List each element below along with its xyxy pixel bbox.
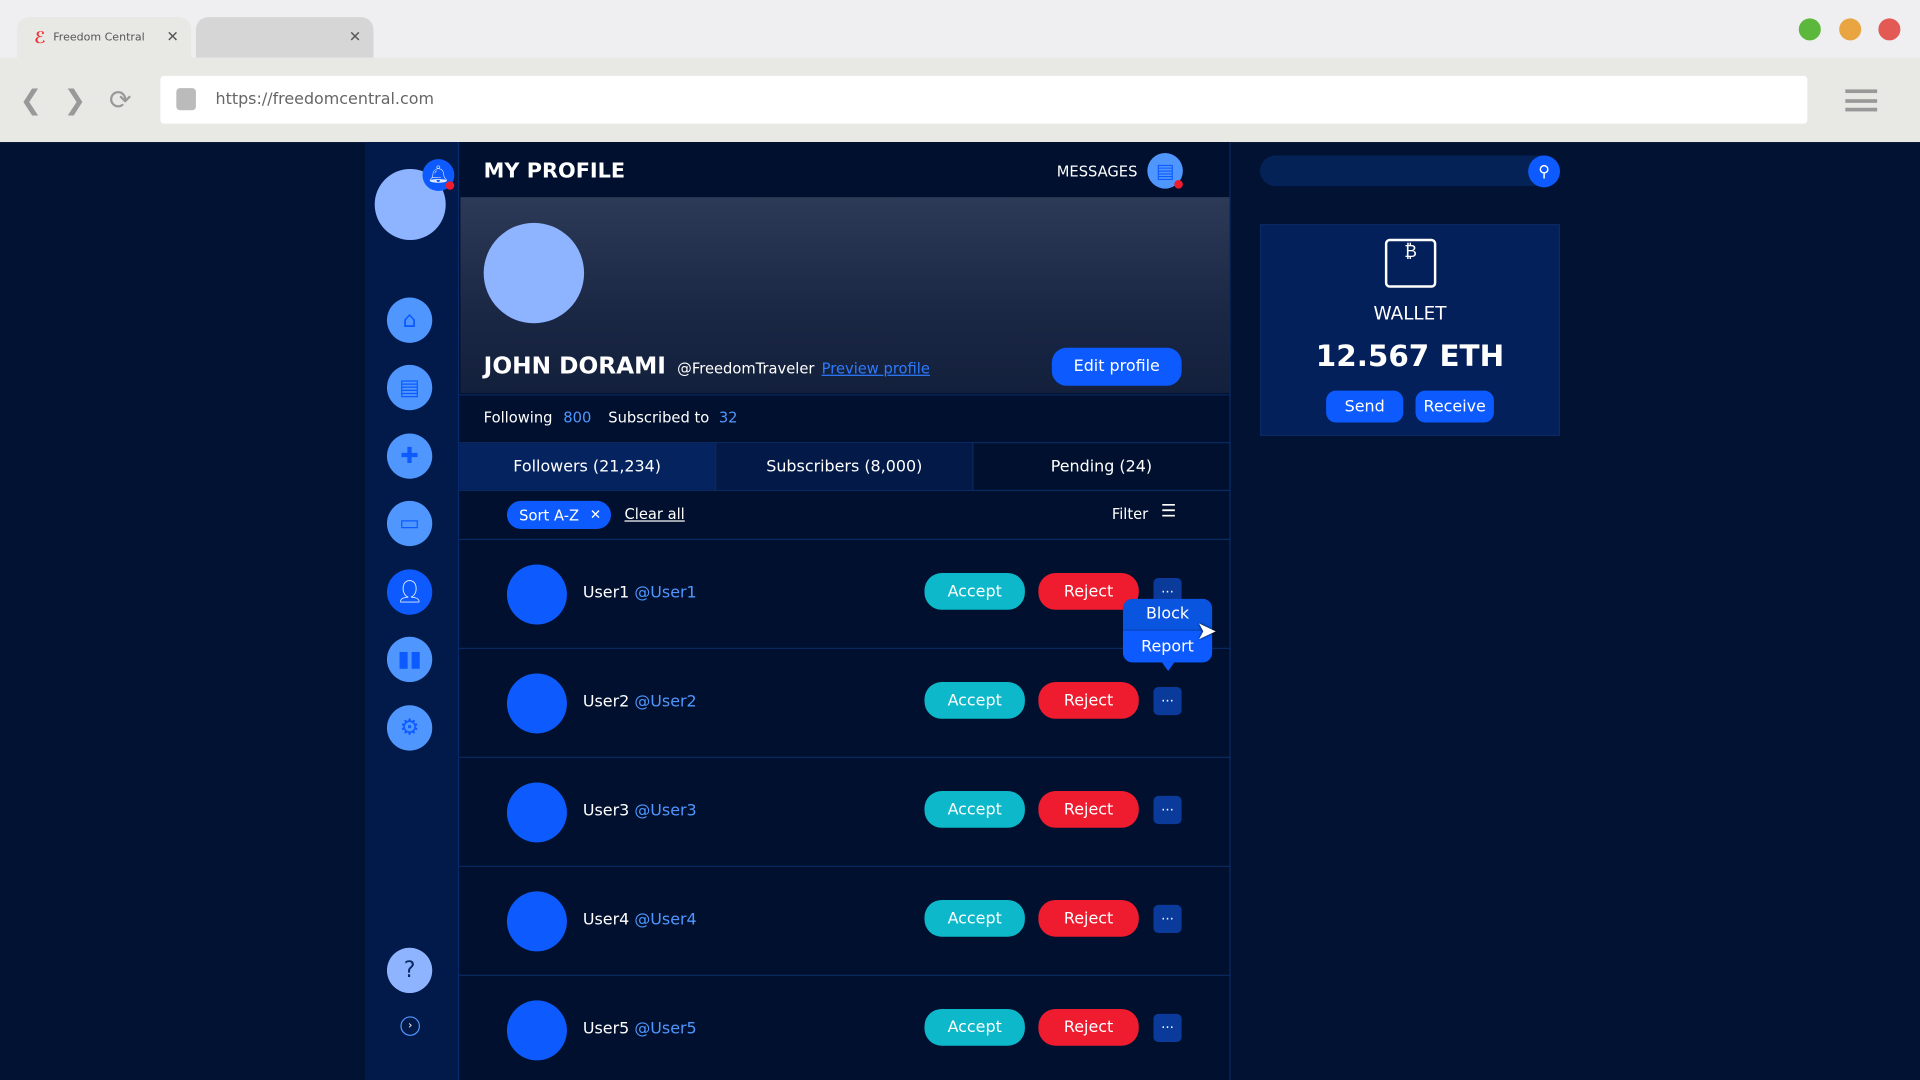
profile-icon[interactable]: 👤︎: [386, 569, 433, 615]
user-display-name: User5: [582, 1020, 630, 1039]
help-icon[interactable]: ?: [386, 947, 433, 994]
stats-icon[interactable]: ▮▮: [386, 636, 433, 683]
user-name[interactable]: User1 @User1: [583, 584, 697, 602]
tabs: Followers (21,234) Subscribers (8,000) P…: [459, 442, 1231, 492]
messages-icon[interactable]: ▤: [1147, 153, 1183, 189]
user-avatar[interactable]: [506, 1000, 567, 1061]
subscribed-label: Subscribed to: [608, 408, 710, 427]
user-avatar[interactable]: [506, 673, 567, 734]
reject-button[interactable]: Reject: [1038, 1008, 1139, 1046]
edit-profile-button[interactable]: Edit profile: [1051, 347, 1182, 386]
user-avatar[interactable]: [506, 891, 567, 952]
more-dropdown: Block Report: [1122, 598, 1213, 663]
app-logo-icon: ℰ: [34, 28, 46, 48]
subscribed-count[interactable]: 32: [718, 408, 738, 427]
tab-title: Freedom Central: [53, 31, 145, 45]
user-avatar[interactable]: [506, 782, 567, 843]
accept-button[interactable]: Accept: [924, 573, 1025, 610]
report-option[interactable]: Report: [1122, 630, 1213, 663]
reject-button[interactable]: Reject: [1038, 682, 1139, 719]
user-row: User5 @User5 Accept Reject ···: [459, 976, 1230, 1080]
user-row: User3 @User3 Accept Reject ···: [459, 758, 1231, 867]
news-icon[interactable]: ▤: [386, 364, 433, 411]
more-options-button[interactable]: ···: [1153, 795, 1182, 825]
profile-name: JOHN DORAMI: [483, 352, 666, 380]
reject-button[interactable]: Reject: [1038, 900, 1139, 937]
browser-tab-empty[interactable]: ✕: [195, 17, 374, 59]
receive-button[interactable]: Receive: [1415, 390, 1494, 423]
bell-icon[interactable]: 🔔︎: [422, 159, 455, 192]
back-icon[interactable]: ❮: [19, 85, 43, 117]
wallet-balance: 12.567 ETH: [1315, 339, 1505, 374]
preview-profile-link[interactable]: Preview profile: [821, 360, 930, 378]
user-row: User1 @User1 Accept Reject ···: [459, 540, 1231, 649]
more-options-button[interactable]: ···: [1153, 1013, 1182, 1043]
user-name[interactable]: User4 @User4: [583, 911, 697, 929]
window-green-button[interactable]: [1798, 18, 1821, 41]
wallet-title: WALLET: [1373, 302, 1447, 325]
menu-icon[interactable]: [1845, 89, 1878, 112]
accept-button[interactable]: Accept: [924, 791, 1025, 828]
user-display-name: User2: [582, 693, 630, 712]
expand-sidebar-icon[interactable]: ›: [400, 1016, 421, 1036]
window-red-button[interactable]: [1878, 18, 1901, 41]
profile-avatar: [483, 222, 585, 324]
settings-icon[interactable]: ⚙: [386, 705, 433, 751]
send-button[interactable]: Send: [1326, 390, 1404, 423]
messages-label[interactable]: MESSAGES: [1056, 162, 1138, 181]
remove-chip-icon[interactable]: ✕: [589, 506, 602, 523]
page-title: MY PROFILE: [483, 159, 626, 184]
user-display-name: User4: [582, 911, 630, 930]
profile-handle: @FreedomTraveler: [677, 360, 815, 378]
browser-tab-active[interactable]: ℰ Freedom Central ✕: [17, 17, 192, 59]
home-icon[interactable]: ⌂: [386, 297, 433, 343]
user-handle: @User3: [634, 802, 697, 821]
filter-icon[interactable]: ☰: [1160, 502, 1177, 522]
user-row: User2 @User2 Accept Reject ···: [459, 649, 1231, 758]
wallet-icon: ₿: [1384, 238, 1437, 288]
following-label: Following: [483, 408, 553, 427]
user-row: User4 @User4 Accept Reject ···: [459, 867, 1231, 976]
more-options-button[interactable]: ···: [1153, 686, 1182, 716]
clear-all-link[interactable]: Clear all: [624, 505, 685, 523]
user-display-name: User1: [582, 584, 630, 603]
user-handle: @User5: [634, 1020, 697, 1039]
user-name[interactable]: User5 @User5: [583, 1020, 697, 1038]
user-handle: @User4: [634, 911, 697, 930]
tab-pending[interactable]: Pending (24): [973, 443, 1231, 490]
wallet-card: [1260, 224, 1561, 436]
reject-button[interactable]: Reject: [1038, 791, 1139, 828]
user-handle: @User1: [634, 584, 697, 603]
tab-followers[interactable]: Followers (21,234): [459, 443, 717, 490]
user-display-name: User3: [582, 802, 630, 821]
lock-icon: [176, 88, 196, 111]
accept-button[interactable]: Accept: [924, 900, 1025, 937]
sort-chip-label: Sort A-Z: [519, 506, 580, 524]
forward-icon[interactable]: ❯: [63, 85, 87, 117]
close-tab-icon[interactable]: ✕: [348, 28, 362, 46]
block-option[interactable]: Block: [1122, 598, 1213, 631]
accept-button[interactable]: Accept: [924, 682, 1025, 719]
user-name[interactable]: User2 @User2: [583, 693, 697, 711]
search-input[interactable]: [1260, 155, 1561, 187]
filter-label[interactable]: Filter: [1111, 505, 1149, 523]
user-name[interactable]: User3 @User3: [583, 802, 697, 820]
reload-icon[interactable]: ⟳: [108, 85, 132, 117]
wallet-nav-icon[interactable]: ▭: [386, 500, 433, 547]
address-bar[interactable]: https://freedomcentral.com: [160, 75, 1808, 124]
user-avatar[interactable]: [506, 564, 567, 625]
reject-button[interactable]: Reject: [1038, 573, 1139, 610]
plus-icon[interactable]: ✚: [386, 433, 433, 479]
following-count[interactable]: 800: [563, 408, 592, 427]
accept-button[interactable]: Accept: [924, 1008, 1025, 1046]
tab-subscribers[interactable]: Subscribers (8,000): [716, 443, 974, 490]
search-icon[interactable]: ⚲: [1528, 155, 1561, 188]
url-text: https://freedomcentral.com: [215, 90, 434, 109]
close-tab-icon[interactable]: ✕: [166, 28, 179, 46]
user-handle: @User2: [634, 693, 697, 712]
window-yellow-button[interactable]: [1839, 18, 1862, 41]
sort-chip[interactable]: Sort A-Z ✕: [506, 500, 612, 529]
more-options-button[interactable]: ···: [1153, 904, 1182, 934]
mouse-cursor-icon: ➤: [1196, 615, 1217, 646]
